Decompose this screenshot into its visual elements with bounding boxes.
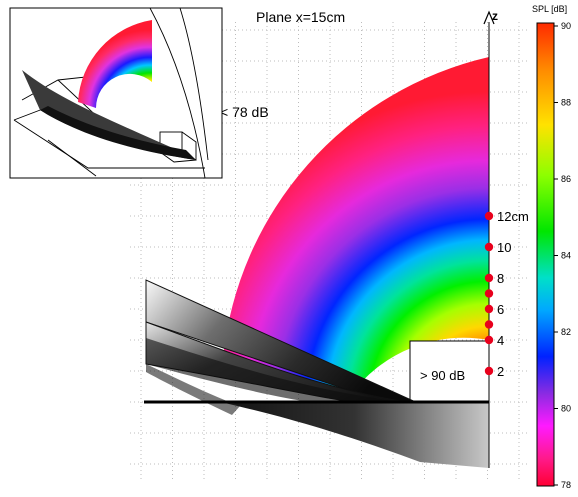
colorbar: SPL [dB] 90 88 86 84 82 80 78 bbox=[532, 4, 571, 490]
colorbar-tick-label: 82 bbox=[561, 327, 571, 337]
colorbar-title: SPL [dB] bbox=[532, 4, 567, 14]
z-marker bbox=[484, 304, 494, 314]
z-axis-markers bbox=[484, 211, 494, 376]
z-tick-label: 6 bbox=[497, 302, 504, 317]
z-marker bbox=[484, 366, 494, 376]
colorbar-tick-label: 88 bbox=[561, 98, 571, 108]
spl-field bbox=[223, 57, 489, 396]
plate-geometry bbox=[145, 279, 489, 468]
colorbar-tick-label: 80 bbox=[561, 404, 571, 414]
z-marker bbox=[484, 211, 494, 221]
z-marker bbox=[484, 273, 494, 283]
colorbar-tick-label: 90 bbox=[561, 21, 571, 31]
z-tick-label: 2 bbox=[497, 364, 504, 379]
z-marker bbox=[484, 289, 494, 298]
z-tick-label: 8 bbox=[497, 271, 504, 286]
z-marker bbox=[484, 320, 494, 329]
inset-3d-view bbox=[9, 7, 223, 179]
label-high-level: > 90 dB bbox=[420, 368, 465, 383]
colorbar-tick-label: 78 bbox=[561, 480, 571, 490]
colorbar-tick-label: 86 bbox=[561, 174, 571, 184]
z-tick-label: 4 bbox=[497, 333, 504, 348]
z-tick-label: 10 bbox=[497, 240, 511, 255]
z-marker bbox=[484, 335, 494, 345]
z-marker bbox=[484, 242, 494, 252]
colorbar-tick-label: 84 bbox=[561, 251, 571, 261]
colorbar-gradient bbox=[536, 22, 555, 487]
z-tick-label: 12cm bbox=[497, 209, 529, 224]
plot-title: Plane x=15cm bbox=[256, 9, 345, 25]
z-axis-label: z bbox=[492, 9, 498, 23]
label-low-level: < 78 dB bbox=[220, 104, 269, 120]
